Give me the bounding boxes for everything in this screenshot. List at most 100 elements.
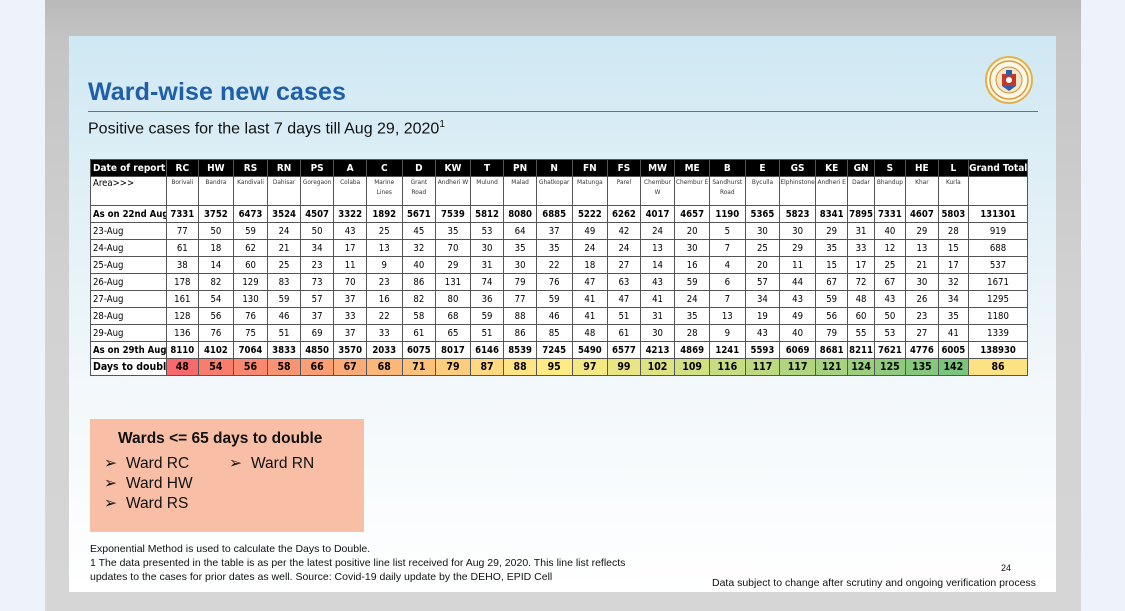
cell-b: 6 xyxy=(708,273,746,291)
ward-list-label: Ward HW xyxy=(126,475,193,492)
cell-fn: 5490 xyxy=(571,341,609,359)
cell-kw: 35 xyxy=(435,222,471,240)
cell-s: 67 xyxy=(873,273,907,291)
cell-mw: 31 xyxy=(639,307,676,325)
header-ward-ke: KE xyxy=(814,159,849,177)
cell-a: 17 xyxy=(333,239,367,257)
table-row: 27-Aug 161 54 130 59 57 37 16 82 80 36 77 59 41 47 41 24… xyxy=(90,290,1028,308)
days-cell-rc: 48 xyxy=(165,358,200,376)
days-cell-gn: 124 xyxy=(847,358,875,376)
cell-he: 27 xyxy=(905,324,939,342)
cell-l: 5803 xyxy=(937,205,970,223)
area-name-l: Kurla xyxy=(937,176,970,206)
cell-gn: 31 xyxy=(847,222,875,240)
header-ward-he: HE xyxy=(905,159,939,177)
cell-ps: 4507 xyxy=(299,205,335,223)
cell-e: 43 xyxy=(744,324,781,342)
days-cell-n: 95 xyxy=(535,358,573,376)
cell-rs: 60 xyxy=(232,256,269,274)
cell-fs: 51 xyxy=(607,307,641,325)
days-cell-s: 125 xyxy=(873,358,907,376)
cell-pn: 86 xyxy=(503,324,537,342)
cell-kw: 80 xyxy=(435,290,471,308)
cell-grand-total: 138930 xyxy=(968,341,1028,359)
cell-gs: 6069 xyxy=(779,341,816,359)
ward-list-label: Ward RS xyxy=(126,495,189,512)
footnote-method: Exponential Method is used to calculate … xyxy=(90,543,371,555)
cell-rn: 3833 xyxy=(267,341,301,359)
cell-gs: 43 xyxy=(779,290,816,308)
wards-list-col1: ➢ Ward RC ➢ Ward HW ➢ Ward RS xyxy=(104,454,193,514)
cell-ke: 67 xyxy=(814,273,849,291)
cell-he: 29 xyxy=(905,222,939,240)
cell-b: 4 xyxy=(708,256,746,274)
cell-ps: 50 xyxy=(299,222,335,240)
cell-s: 40 xyxy=(873,222,907,240)
cell-fn: 48 xyxy=(571,324,609,342)
cell-pn: 35 xyxy=(503,239,537,257)
cell-d: 86 xyxy=(401,273,437,291)
seal-graphic xyxy=(989,60,1029,100)
page-number: 24 xyxy=(1001,563,1012,573)
cell-ke: 56 xyxy=(814,307,849,325)
cell-gs: 29 xyxy=(779,239,816,257)
days-to-double-row: Days to double 48 54 56 58 66 67 68 71 79 87 88 95 97… xyxy=(90,358,1028,376)
days-cell-pn: 88 xyxy=(503,358,537,376)
days-cell-ke: 121 xyxy=(814,358,849,376)
cell-rc: 7331 xyxy=(165,205,200,223)
cell-ke: 59 xyxy=(814,290,849,308)
cell-a: 37 xyxy=(333,290,367,308)
cell-s: 43 xyxy=(873,290,907,308)
area-name-ps: Goregaon xyxy=(299,176,335,206)
cell-c: 13 xyxy=(365,239,403,257)
row-label: 24-Aug xyxy=(90,239,167,257)
cell-hw: 82 xyxy=(198,273,234,291)
cell-hw: 76 xyxy=(198,324,234,342)
cell-gs: 49 xyxy=(779,307,816,325)
cell-mw: 4017 xyxy=(639,205,676,223)
cell-grand-total: 1339 xyxy=(968,324,1028,342)
ward-list-item: ➢ Ward RN xyxy=(229,454,314,474)
table-row: 29-Aug 136 76 75 51 69 37 33 61 65 51 86 85 48 61 30 28 9… xyxy=(90,324,1028,342)
table-row: 25-Aug 38 14 60 25 23 11 9 40 29 31 30 22 18 27 14 16 4 20… xyxy=(90,256,1028,274)
cell-rn: 3524 xyxy=(267,205,301,223)
cell-rs: 129 xyxy=(232,273,269,291)
area-name-c: Marine Lines xyxy=(365,176,403,206)
cell-rc: 77 xyxy=(165,222,200,240)
cell-fn: 41 xyxy=(571,307,609,325)
cell-ps: 4850 xyxy=(299,341,335,359)
cell-pn: 88 xyxy=(503,307,537,325)
cell-ke: 15 xyxy=(814,256,849,274)
cell-b: 1241 xyxy=(708,341,746,359)
cell-b: 5 xyxy=(708,222,746,240)
area-name-a: Colaba xyxy=(333,176,367,206)
cell-gs: 44 xyxy=(779,273,816,291)
cell-he: 4607 xyxy=(905,205,939,223)
cell-fs: 47 xyxy=(607,290,641,308)
cell-e: 19 xyxy=(744,307,781,325)
area-name-rc: Borivali xyxy=(165,176,200,206)
cell-rn: 46 xyxy=(267,307,301,325)
days-cell-ps: 66 xyxy=(299,358,335,376)
days-cell-l: 142 xyxy=(937,358,970,376)
header-ward-s: S xyxy=(873,159,907,177)
cell-fn: 41 xyxy=(571,290,609,308)
cell-l: 17 xyxy=(937,256,970,274)
cell-ps: 57 xyxy=(299,290,335,308)
header-ward-gs: GS xyxy=(779,159,816,177)
header-grand-total: Grand Total xyxy=(968,159,1028,177)
days-cell-kw: 79 xyxy=(435,358,471,376)
cell-gn: 48 xyxy=(847,290,875,308)
footnote-1-line1: 1 The data presented in the table is as … xyxy=(90,557,626,569)
cell-a: 3570 xyxy=(333,341,367,359)
cell-rc: 61 xyxy=(165,239,200,257)
header-ward-n: N xyxy=(535,159,573,177)
cell-me: 30 xyxy=(674,239,710,257)
cell-gn: 33 xyxy=(847,239,875,257)
cell-pn: 77 xyxy=(503,290,537,308)
days-cell-rs: 56 xyxy=(232,358,269,376)
header-ward-d: D xyxy=(401,159,437,177)
cell-rn: 24 xyxy=(267,222,301,240)
cell-me: 28 xyxy=(674,324,710,342)
ward-cases-table: Date of report RC HW RS RN PS A C D KW T PN N FN FS MW M… xyxy=(90,159,1028,376)
